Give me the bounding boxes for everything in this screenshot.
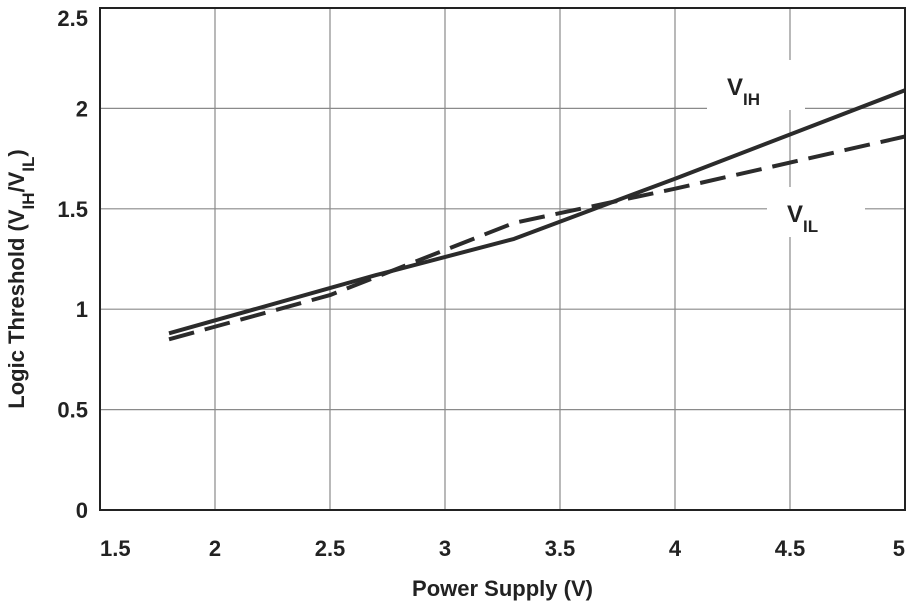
vih-label-text: VIH: [727, 74, 760, 109]
y-tick-label: 2.5: [57, 6, 88, 31]
x-axis-title: Power Supply (V): [412, 576, 593, 601]
series-line-vil: [168, 134, 906, 342]
y-tick-label: 0: [76, 498, 88, 523]
y-tick-label: 1: [76, 297, 88, 322]
vih-label-main: V: [727, 74, 743, 101]
vil-label-sub: IL: [803, 217, 818, 236]
y-axis-title-sub-il: IL: [19, 157, 38, 172]
x-tick-label: 2: [209, 536, 221, 561]
x-tick-label: 4.5: [775, 536, 806, 561]
vil-label-text: VIL: [787, 201, 818, 236]
x-tick-label: 4: [669, 536, 682, 561]
y-axis-title-main: Logic Threshold (V: [4, 209, 29, 409]
vih-label-background: [707, 60, 805, 110]
y-axis-title-end: ): [4, 149, 29, 156]
vil-label-main: V: [787, 201, 803, 228]
plot-frame: [99, 7, 906, 511]
y-tick-label: 1.5: [57, 197, 88, 222]
y-tick-label: 0.5: [57, 398, 88, 423]
x-tick-label: 2.5: [315, 536, 346, 561]
x-tick-label: 3: [439, 536, 451, 561]
series-layer: [168, 88, 906, 342]
vil-label: VIL: [767, 187, 865, 237]
y-tick-label: 2: [76, 96, 88, 121]
y-axis-title-sep: /V: [4, 171, 29, 192]
y-axis-title: Logic Threshold (VIH/VIL): [4, 149, 38, 408]
x-tick-label: 3.5: [545, 536, 576, 561]
x-tick-label: 5: [893, 536, 905, 561]
vih-label-sub: IH: [743, 90, 760, 109]
x-tick-label: 1.5: [100, 536, 131, 561]
x-tick-labels: 1.5 2 2.5 3 3.5 4 4.5 5: [100, 536, 905, 561]
vil-label-background: [767, 187, 865, 237]
y-axis-title-sub-ih: IH: [19, 193, 38, 210]
vih-label: VIH: [707, 60, 805, 110]
series-line-vih: [168, 88, 906, 336]
y-tick-labels: 0 0.5 1 1.5 2 2.5: [57, 6, 88, 523]
